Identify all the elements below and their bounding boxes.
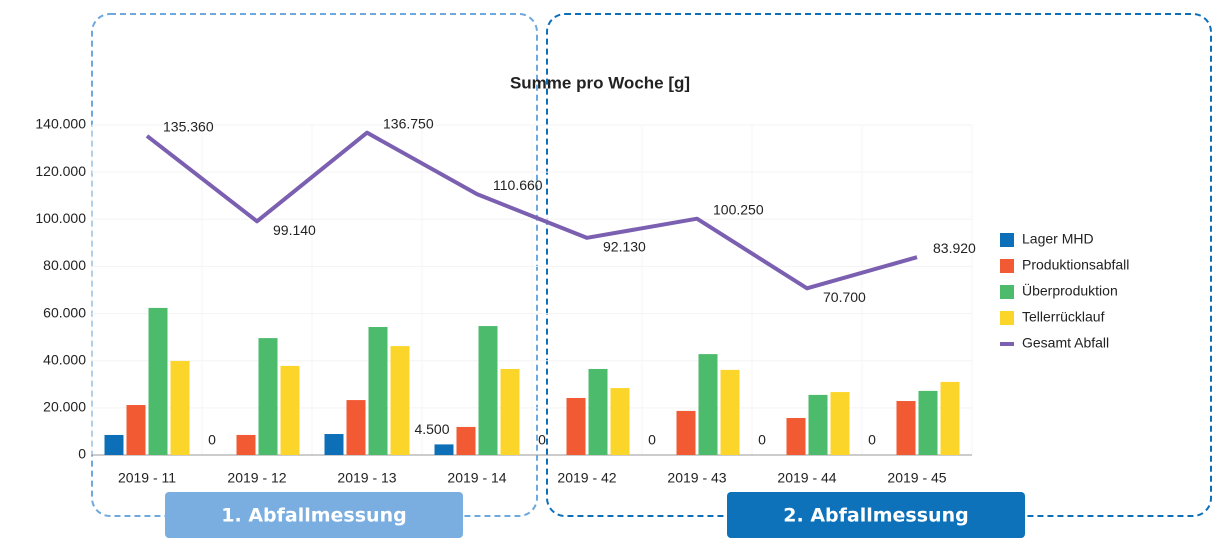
data-label: 0 [758, 432, 766, 448]
y-tick-label: 0 [78, 446, 86, 462]
legend-swatch [1000, 311, 1014, 325]
legend-label: Überproduktion [1022, 282, 1118, 299]
line-label: 92.130 [603, 239, 646, 255]
y-tick-label: 60.000 [43, 304, 86, 320]
bar [588, 368, 608, 455]
bar [390, 346, 410, 455]
x-tick-label: 2019 - 13 [337, 470, 396, 486]
data-label: 0 [538, 432, 546, 448]
x-tick-label: 2019 - 43 [667, 470, 726, 486]
y-tick-label: 120.000 [35, 163, 86, 179]
y-tick-label: 140.000 [35, 116, 86, 132]
legend-swatch [1000, 233, 1014, 247]
annotation: 1. Abfallmessung [221, 505, 406, 527]
bar [236, 434, 256, 455]
legend-label: Lager MHD [1022, 231, 1094, 247]
bar [368, 327, 388, 455]
bar [698, 354, 718, 455]
bar [896, 401, 916, 455]
bar [126, 405, 146, 455]
bar [786, 417, 806, 455]
legend-label: Gesamt Abfall [1022, 335, 1109, 351]
bar [456, 426, 476, 455]
bar [918, 390, 938, 455]
chart-title: Summe pro Woche [g] [510, 73, 690, 92]
bar [500, 368, 520, 455]
bar [104, 434, 124, 455]
line-label: 83.920 [933, 240, 976, 256]
x-tick-label: 2019 - 42 [557, 470, 616, 486]
bar [610, 388, 630, 455]
bar [940, 381, 960, 455]
y-tick-label: 20.000 [43, 399, 86, 415]
bar [478, 326, 498, 455]
bar [676, 410, 696, 455]
legend-swatch [1000, 285, 1014, 299]
y-tick-label: 100.000 [35, 210, 86, 226]
data-label: 0 [648, 432, 656, 448]
bar [808, 394, 828, 455]
x-tick-label: 2019 - 44 [777, 470, 836, 486]
annotation-box [165, 492, 463, 538]
line [145, 130, 918, 291]
bar [830, 392, 850, 455]
x-tick-label: 2019 - 14 [447, 470, 506, 486]
line-label: 100.250 [713, 201, 764, 217]
x-tick-label: 2019 - 11 [118, 470, 176, 486]
x-tick-label: 2019 - 45 [887, 470, 946, 486]
y-tick-label: 40.000 [43, 351, 86, 367]
bar [324, 434, 344, 455]
legend-swatch [1000, 259, 1014, 273]
line-label: 135.360 [163, 119, 214, 135]
bar [170, 360, 190, 455]
bar [258, 338, 278, 455]
legend-label: Tellerrücklauf [1022, 309, 1105, 325]
bar [346, 400, 366, 455]
x-tick-label: 2019 - 12 [227, 470, 286, 486]
bar [720, 369, 740, 455]
line-label: 70.700 [823, 289, 866, 305]
annotation-box [727, 492, 1025, 538]
data-label: 0 [868, 432, 876, 448]
y-tick-label: 80.000 [43, 257, 86, 273]
legend-label: Produktionsabfall [1022, 257, 1129, 273]
line-label: 110.660 [493, 177, 543, 193]
bar [280, 365, 300, 455]
data-label: 0 [208, 432, 216, 448]
line-label: 99.140 [273, 222, 316, 238]
bar [566, 397, 586, 455]
data-label: 4.500 [414, 421, 449, 437]
annotation: 2. Abfallmessung [783, 505, 968, 527]
bar [434, 444, 454, 455]
line-label: 136.750 [383, 115, 434, 131]
bar [148, 307, 168, 455]
